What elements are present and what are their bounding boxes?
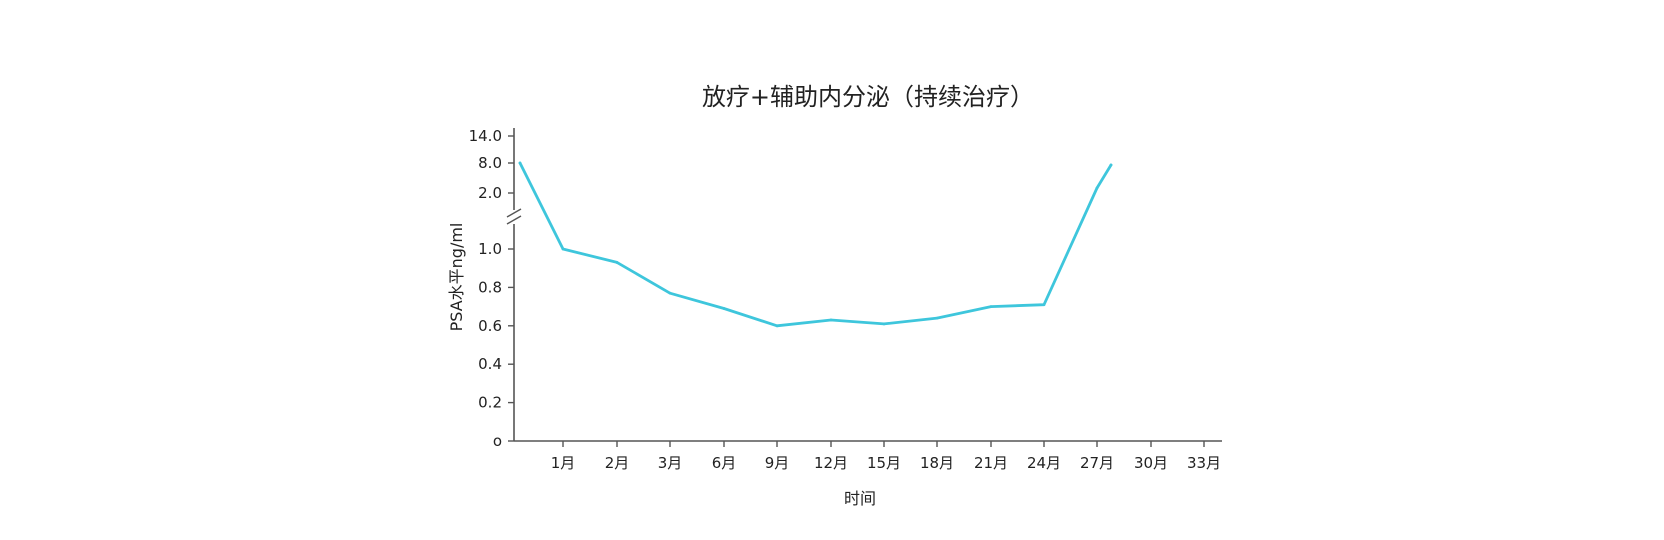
x-tick-label: 9月 — [765, 454, 790, 472]
x-tick-label: 2月 — [605, 454, 630, 472]
y-axis-label: PSA水平ng/ml — [447, 223, 466, 332]
x-tick-label: 12月 — [814, 454, 848, 472]
data-point — [1095, 186, 1099, 190]
x-tick-label: 6月 — [712, 454, 737, 472]
x-tick-label: 24月 — [1027, 454, 1061, 472]
data-point — [668, 291, 672, 295]
x-ticks: 1月 2月 3月 6月 9月 12月 15月 18月 21月 24月 27月 30月 33月 — [551, 441, 1221, 472]
y-tick-label: 0.6 — [478, 317, 502, 335]
chart-title: 放疗+辅助内分泌（持续治疗） — [702, 83, 1034, 111]
y-tick-label: 0.8 — [478, 278, 502, 296]
data-point — [775, 324, 779, 328]
axes — [506, 128, 1222, 442]
y-tick-label: 14.0 — [469, 127, 502, 145]
x-tick-label: 27月 — [1080, 454, 1114, 472]
y-ticks: o 0.2 0.4 0.6 0.8 1.0 2.0 8.0 14.0 — [469, 127, 514, 450]
data-point — [1042, 303, 1046, 307]
data-point — [1109, 163, 1113, 167]
y-tick-label: 0.4 — [478, 355, 502, 373]
x-axis-label: 时间 — [844, 489, 876, 508]
data-point — [989, 305, 993, 308]
series-group — [518, 161, 1113, 328]
y-tick-label: 1.0 — [478, 240, 502, 258]
x-tick-label: 18月 — [920, 454, 954, 472]
y-tick-label: 8.0 — [478, 154, 502, 172]
x-tick-label: 3月 — [658, 454, 683, 472]
data-point — [561, 247, 565, 251]
x-tick-label: 15月 — [867, 454, 901, 472]
data-point — [882, 322, 886, 326]
y-tick-label: o — [493, 432, 502, 450]
axis-break-mark — [506, 208, 522, 225]
series-line — [518, 161, 1113, 328]
y-tick-label: 2.0 — [478, 184, 502, 202]
x-tick-label: 21月 — [974, 454, 1008, 472]
data-point — [722, 307, 726, 310]
x-tick-label: 1月 — [551, 454, 576, 472]
data-point — [615, 261, 619, 264]
y-tick-label: 0.2 — [478, 394, 502, 412]
data-point — [829, 318, 833, 322]
data-point — [518, 161, 522, 165]
x-tick-label: 33月 — [1187, 454, 1221, 472]
data-point — [935, 316, 939, 320]
x-tick-label: 30月 — [1134, 454, 1168, 472]
